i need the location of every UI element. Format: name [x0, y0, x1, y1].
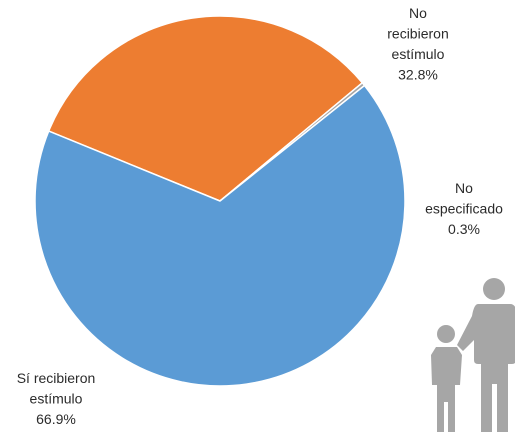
pie-label-line: Sí recibieron	[17, 370, 96, 386]
pie-label-line: estímulo	[392, 46, 445, 62]
pie-label-3: Sí recibieron estímulo 66.9%	[17, 370, 96, 427]
pie-label-1: No recibieron estímulo 32.8%	[387, 5, 448, 83]
pie-label-line: recibieron	[387, 26, 448, 42]
pie-label-2: No especificado 0.3%	[425, 180, 503, 237]
pie-label-line: estímulo	[30, 391, 83, 407]
pie-label-line: No	[455, 180, 473, 196]
pie-percent-label: 66.9%	[36, 411, 76, 427]
pie-label-line: No	[409, 5, 427, 21]
pie-label-line: especificado	[425, 201, 503, 217]
pie-percent-label: 32.8%	[398, 67, 438, 83]
pie-percent-label: 0.3%	[448, 221, 480, 237]
parent-child-icon	[431, 278, 515, 432]
pie-slices	[35, 16, 405, 386]
